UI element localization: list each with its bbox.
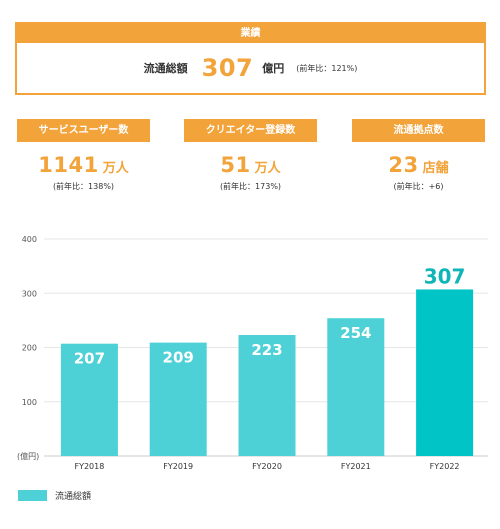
kpi-unit: 万人 <box>254 161 281 176</box>
summary-body: 流通総額 307 億円 (前年比：121%) <box>17 43 484 93</box>
bar <box>149 342 207 456</box>
bar-value-label: 209 <box>163 349 194 367</box>
y-tick-label: 200 <box>22 344 37 353</box>
y-unit-label: (億円) <box>17 451 39 461</box>
bar <box>60 343 118 456</box>
bar-value-label: 223 <box>251 341 282 359</box>
x-tick-label: FY2019 <box>163 462 193 471</box>
x-tick-label: FY2018 <box>74 462 104 471</box>
x-tick-label: FY2021 <box>341 462 371 471</box>
bar-value-label: 254 <box>340 324 371 342</box>
kpi-title: クリエイター登録数 <box>184 119 317 142</box>
bar <box>238 335 296 456</box>
kpi-value: 23 <box>388 153 419 177</box>
bar <box>327 318 385 456</box>
kpi-note: (前年比：173%) <box>219 182 282 191</box>
summary-panel: 業績 流通総額 307 億円 (前年比：121%) <box>15 22 486 95</box>
y-tick-label: 100 <box>22 398 37 407</box>
kpi-note: (前年比：138%) <box>52 182 115 191</box>
kpi-value-row: 1141 万人 <box>17 153 150 177</box>
kpi-title: 流通拠点数 <box>352 119 485 142</box>
y-tick-label: 300 <box>22 289 37 298</box>
legend-label: 流通総額 <box>55 492 92 502</box>
summary-header: 業績 <box>17 24 484 43</box>
bar-value-label: 207 <box>74 350 105 368</box>
summary-label: 流通総額 <box>143 62 188 75</box>
kpi-card-users: サービスユーザー数 1141 万人 (前年比：138%) <box>17 119 150 192</box>
kpi-note: (前年比：+6) <box>393 182 444 191</box>
kpi-unit: 万人 <box>102 161 129 176</box>
kpi-value-row: 23 店舗 <box>352 153 485 177</box>
summary-note: (前年比：121%) <box>296 63 358 73</box>
bar-value-label: 307 <box>424 264 466 288</box>
kpi-title: サービスユーザー数 <box>17 119 150 142</box>
kpi-value-row: 51 万人 <box>184 153 317 177</box>
gmv-bar-chart: 100 200 300 400 (億円) 207 FY2018 209 FY2019 223 FY2… <box>17 235 488 471</box>
kpi-card-creators: クリエイター登録数 51 万人 (前年比：173%) <box>184 119 317 192</box>
x-tick-label: FY2020 <box>252 462 282 471</box>
summary-value: 307 <box>201 54 254 82</box>
kpi-value: 1141 <box>38 153 99 177</box>
chart-legend: 流通総額 <box>18 489 91 502</box>
legend-swatch <box>18 490 47 501</box>
kpi-value: 51 <box>220 153 251 177</box>
summary-unit: 億円 <box>262 62 285 75</box>
bar <box>416 289 474 456</box>
kpi-unit: 店舗 <box>422 161 449 176</box>
x-tick-label: FY2022 <box>430 462 460 471</box>
kpi-card-locations: 流通拠点数 23 店舗 (前年比：+6) <box>352 119 485 192</box>
y-tick-label: 400 <box>22 235 37 244</box>
